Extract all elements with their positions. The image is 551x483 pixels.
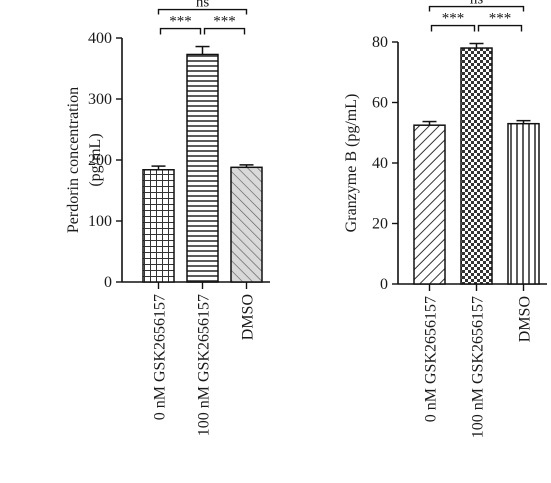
bar-2	[230, 166, 263, 283]
y-tick-label: 60	[372, 95, 388, 112]
y-tick-label: 80	[372, 34, 388, 51]
chart-panel-perdorin: 0 100 200 300 400 Perdorin concentration (pg/m…	[65, 0, 270, 436]
y-axis-label: Granzyme B (pg/mL)	[343, 94, 360, 233]
y-axis-label: Perdorin concentration	[65, 87, 82, 233]
y-tick-label: 0	[380, 276, 388, 293]
category-label: 0 nM GSK2656157	[152, 294, 169, 420]
y-tick-label: 400	[88, 30, 112, 47]
significance-label: ***	[213, 14, 236, 30]
bar-0	[142, 169, 175, 283]
significance-bracket	[428, 5, 525, 12]
category-label: 0 nM GSK2656157	[423, 296, 440, 422]
y-tick-label: 40	[372, 155, 388, 172]
significance-bracket	[477, 24, 523, 32]
y-tick-label: 200	[88, 152, 112, 169]
y-tick-label: 300	[88, 91, 112, 108]
bar-2	[507, 122, 540, 285]
category-label: 100 nM GSK2656157	[470, 296, 487, 438]
bar-0	[413, 124, 446, 285]
significance-label: ***	[169, 14, 192, 30]
significance-bracket	[203, 27, 246, 35]
bar-1	[186, 53, 219, 283]
category-label: 100 nM GSK2656157	[196, 294, 213, 436]
y-tick-label: 20	[372, 216, 388, 233]
y-tick-label: 0	[104, 274, 112, 291]
significance-label: ns	[196, 0, 210, 11]
y-axis-label: (pg/mL)	[87, 133, 104, 186]
significance-label: ***	[489, 11, 512, 27]
category-label: DMSO	[240, 294, 257, 340]
significance-bracket	[157, 8, 248, 15]
significance-label: ns	[470, 0, 484, 8]
bar-1	[460, 47, 493, 285]
category-label: DMSO	[517, 296, 534, 342]
significance-bracket	[159, 27, 202, 35]
y-tick-label: 100	[88, 213, 112, 230]
significance-label: ***	[442, 11, 465, 27]
significance-bracket	[430, 24, 476, 32]
chart-panel-granzyme: 0 20 40 60 80 Granzyme B (pg/mL) 0 nM GSK26561…	[343, 0, 547, 438]
